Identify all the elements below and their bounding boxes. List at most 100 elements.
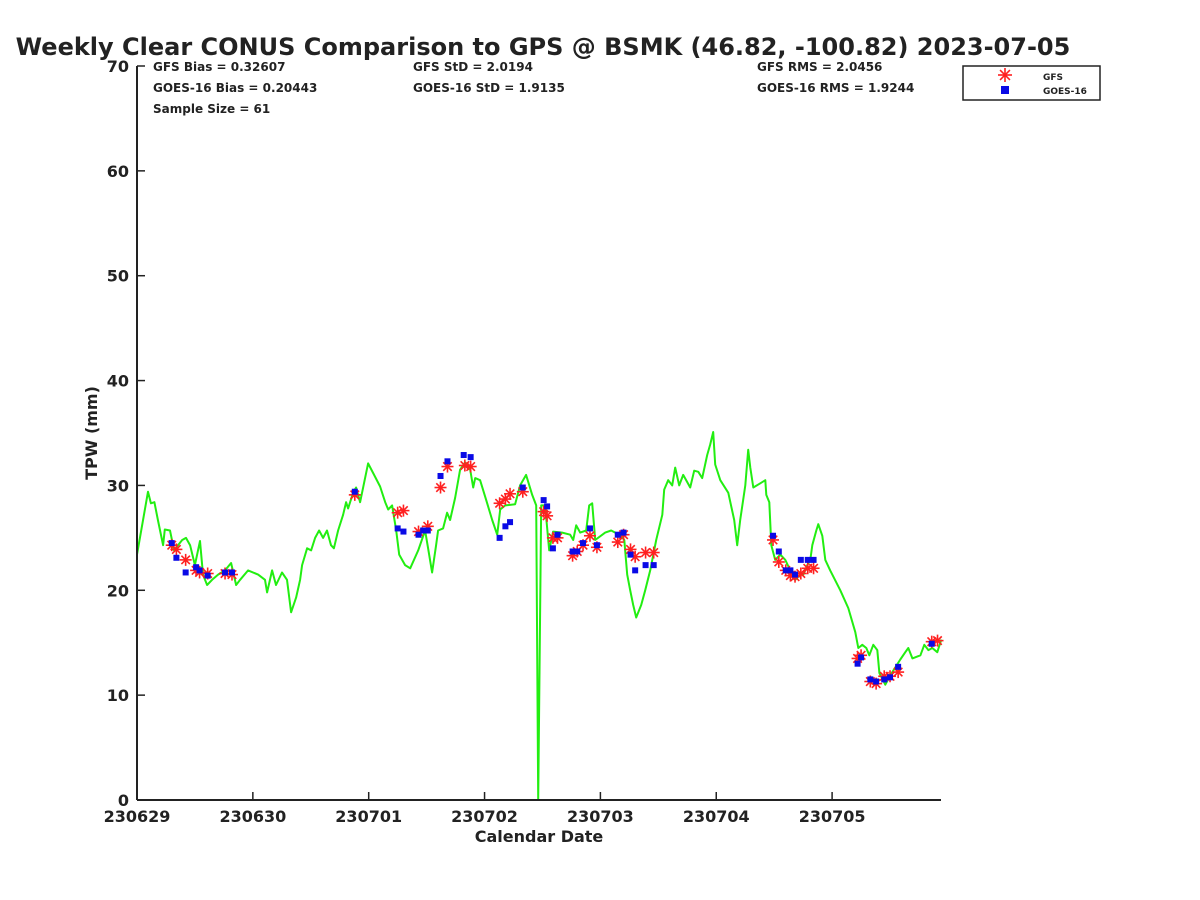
asterisk-stroke xyxy=(398,505,409,516)
gfs-point xyxy=(397,504,410,517)
gfs-std: GFS StD = 2.0194 xyxy=(413,60,533,74)
goes-point xyxy=(173,554,180,561)
y-tick-label: 50 xyxy=(107,267,129,286)
asterisk-stroke xyxy=(180,555,191,565)
asterisk-stroke xyxy=(640,547,651,558)
goes-point xyxy=(792,571,799,578)
goes-point xyxy=(496,534,503,541)
gfs-point xyxy=(504,487,517,500)
x-tick-label: 230703 xyxy=(567,807,634,826)
goes-point xyxy=(580,540,587,547)
gps-series-line xyxy=(136,431,943,801)
x-tick-label: 230704 xyxy=(683,807,750,826)
goes-point xyxy=(549,545,556,552)
goes-point xyxy=(586,525,593,532)
goes-point xyxy=(858,654,865,661)
goes-point xyxy=(782,567,789,574)
asterisk-stroke xyxy=(585,530,595,541)
asterisk-stroke xyxy=(435,482,446,493)
goes-point xyxy=(650,562,657,569)
goes-point xyxy=(554,531,561,538)
gfs-point xyxy=(807,562,820,575)
goes-point xyxy=(593,542,600,549)
axes: 230629 230630 230701 230702 230703 230704 2307… xyxy=(104,57,941,826)
goes-point xyxy=(222,569,229,576)
goes-point xyxy=(873,678,880,685)
x-tick-label: 230629 xyxy=(104,807,171,826)
goes-point xyxy=(193,564,200,571)
goes-point xyxy=(569,548,576,555)
goes-std: GOES-16 StD = 1.9135 xyxy=(413,81,565,95)
goes-point xyxy=(502,523,509,530)
asterisk-stroke xyxy=(999,69,1011,81)
plot-area xyxy=(136,431,944,801)
legend-gfs-marker xyxy=(998,68,1012,82)
asterisk-stroke xyxy=(542,511,552,521)
goes-point xyxy=(394,525,401,532)
asterisk-stroke xyxy=(171,544,182,555)
gfs-bias: GFS Bias = 0.32607 xyxy=(153,60,285,74)
goes-point xyxy=(770,532,777,539)
legend-goes-label: GOES-16 xyxy=(1043,87,1087,97)
asterisk-stroke xyxy=(808,563,819,574)
gfs-point xyxy=(464,460,477,473)
gfs-rms: GFS RMS = 2.0456 xyxy=(757,60,882,74)
gfs-point xyxy=(611,536,624,549)
y-tick-label: 20 xyxy=(107,581,129,600)
goes-point xyxy=(928,640,935,647)
asterisk-stroke xyxy=(774,557,784,567)
goes-point xyxy=(519,484,526,491)
gfs-point xyxy=(772,555,785,568)
goes-point xyxy=(854,660,861,667)
x-axis-label: Calendar Date xyxy=(475,827,604,846)
gfs-point xyxy=(931,634,944,647)
goes-point xyxy=(867,676,874,683)
goes-point xyxy=(642,562,649,569)
goes-point xyxy=(168,540,175,547)
asterisk-stroke xyxy=(612,537,623,547)
goes-point xyxy=(887,674,894,681)
goes-point xyxy=(437,472,444,479)
legend-gfs-asterisk xyxy=(998,68,1012,82)
gfs-point xyxy=(170,543,183,556)
x-tick-label: 230630 xyxy=(219,807,286,826)
goes-point xyxy=(632,567,639,574)
x-tick-label: 230701 xyxy=(335,807,402,826)
gfs-point xyxy=(434,481,447,494)
goes-point xyxy=(351,488,358,495)
legend-box xyxy=(962,65,1101,101)
y-tick-label: 0 xyxy=(118,791,129,810)
legend: GFS GOES-16 xyxy=(962,65,1101,101)
goes-point xyxy=(400,528,407,535)
legend-goes-marker xyxy=(1001,86,1009,94)
goes-point xyxy=(196,567,203,574)
goes-point xyxy=(540,497,547,504)
goes-bias: GOES-16 Bias = 0.20443 xyxy=(153,81,317,95)
goes-point xyxy=(415,531,422,538)
gfs-point xyxy=(179,553,192,566)
x-tick-label: 230705 xyxy=(799,807,866,826)
gfs-point xyxy=(647,546,660,559)
goes-point xyxy=(444,458,451,465)
gfs-point xyxy=(541,509,554,522)
goes-point xyxy=(228,569,235,576)
goes-point xyxy=(627,551,634,558)
goes-point xyxy=(204,572,211,579)
goes-point xyxy=(507,519,514,526)
asterisk-stroke xyxy=(494,498,505,509)
gfs-point xyxy=(583,529,596,542)
asterisk-stroke xyxy=(465,461,476,472)
goes-point xyxy=(460,452,467,459)
chart-title: Weekly Clear CONUS Comparison to GPS @ B… xyxy=(16,33,1071,61)
goes-point xyxy=(420,527,427,534)
goes-point xyxy=(544,503,551,510)
goes-point xyxy=(467,454,474,461)
y-tick-label: 30 xyxy=(107,476,129,495)
goes-point xyxy=(574,548,581,555)
goes-point xyxy=(810,556,817,563)
y-tick-label: 40 xyxy=(107,372,129,391)
goes-point xyxy=(424,527,431,534)
goes-point xyxy=(797,556,804,563)
sample-size: Sample Size = 61 xyxy=(153,102,270,116)
